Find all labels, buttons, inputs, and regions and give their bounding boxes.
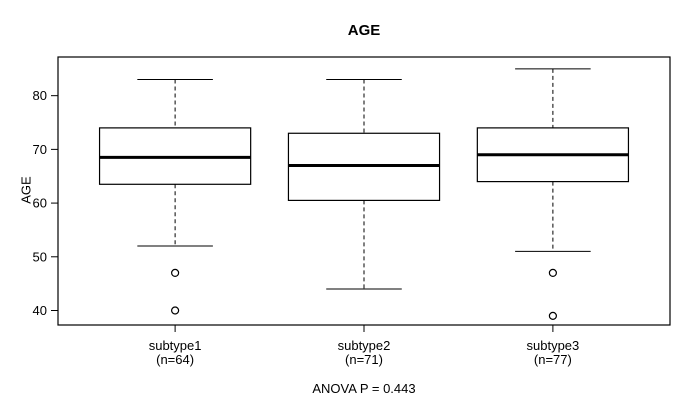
x-group-sublabel-3: (n=77): [534, 352, 572, 367]
outlier-point-3-2: [548, 311, 557, 320]
y-tick-label: 40: [33, 303, 47, 318]
x-group-sublabel-1: (n=64): [156, 352, 194, 367]
x-group-sublabel-2: (n=71): [345, 352, 383, 367]
y-tick-label: 60: [33, 196, 47, 211]
y-tick-label: 70: [33, 142, 47, 157]
outlier-point-1-2: [171, 306, 180, 315]
y-tick-label: 50: [33, 249, 47, 264]
anova-p-footer: ANOVA P = 0.443: [312, 381, 416, 396]
x-group-label-2: subtype2: [338, 338, 391, 353]
chart-title: AGE: [347, 22, 381, 39]
outlier-point-3-1: [548, 268, 557, 278]
y-tick-label: 80: [33, 88, 47, 103]
x-group-label-3: subtype3: [527, 338, 580, 353]
outlier-point-1-1: [171, 268, 180, 278]
x-group-label-1: subtype1: [149, 338, 202, 353]
